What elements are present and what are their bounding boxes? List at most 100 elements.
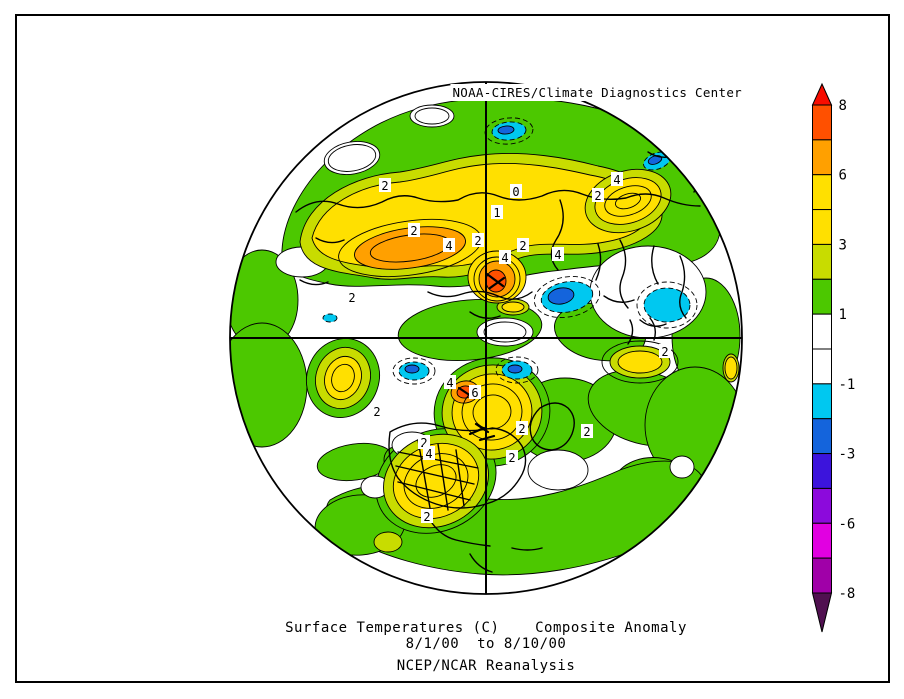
contour-label: 4: [446, 376, 453, 390]
contour-label: 2: [519, 239, 526, 253]
warm-region-rim: [373, 531, 403, 553]
colorbar-band: [812, 487, 832, 524]
contour-label-box: [469, 385, 481, 399]
cool-core: [547, 287, 575, 305]
colorbar-tick-label: 8: [839, 98, 847, 114]
colorbar-band: [812, 383, 832, 420]
contour-label: 4: [445, 239, 452, 253]
contour-label: 2: [518, 422, 525, 436]
warm-core-orange: [354, 226, 466, 270]
contour-label: 1: [493, 206, 500, 220]
colorbar-tick-label: -6: [839, 516, 856, 532]
contour-label-box: [517, 238, 529, 252]
cool-region: [643, 287, 691, 323]
coastline: [595, 239, 687, 327]
contour-ring: [414, 107, 450, 125]
colorbar-tick-label: -8: [839, 586, 856, 602]
warm-region: [617, 350, 663, 374]
map-boundary: [229, 81, 743, 595]
contour-label-box: [472, 233, 484, 247]
colorbar-band: [812, 209, 832, 245]
plot-title: Surface Temperatures (C) Composite Anoma…: [285, 620, 687, 636]
contour-label: 2: [348, 291, 355, 305]
coastline: [388, 422, 527, 509]
coastline: [295, 189, 701, 213]
colorbar: 8 6 3 1 -1 -3 -6 -8: [811, 82, 856, 633]
contour-label: 2: [423, 510, 430, 524]
contour-ring: [461, 383, 523, 441]
colorbar-band: [812, 522, 832, 559]
cool-core: [404, 364, 420, 374]
warm-region: [724, 356, 738, 380]
contour-label: 2: [420, 436, 427, 450]
white-gap: [669, 455, 695, 479]
contour-label-box: [408, 223, 420, 237]
contour-label-box: [443, 238, 455, 252]
colorbar-tick-label: 1: [839, 307, 847, 323]
colorbar-band: [812, 557, 832, 594]
contour-label: 4: [425, 447, 432, 461]
colorbar-band: [812, 453, 832, 489]
contour-label-box: [506, 450, 518, 464]
contour-label-box: [592, 188, 604, 202]
contour-label: 2: [410, 224, 417, 238]
contour-label: 2: [373, 405, 380, 419]
colorbar-tick-label: -1: [839, 377, 856, 393]
colorbar-band: [812, 104, 832, 141]
colorbar-band: [812, 174, 832, 211]
coastline: [427, 290, 533, 319]
contour-label-box: [552, 247, 564, 261]
contour-ring: [473, 256, 521, 302]
colorbar-band: [812, 418, 832, 455]
colorbar-triangle-top: [811, 82, 833, 106]
cool-region: [322, 313, 338, 323]
plot-source: NCEP/NCAR Reanalysis: [396, 658, 576, 674]
contour-label-box: [346, 290, 358, 304]
contour-ring: [483, 321, 527, 343]
contour-ring: [415, 464, 457, 498]
contour-label: 6: [471, 386, 478, 400]
colorbar-tick-label: 6: [839, 168, 847, 184]
contour-label-box: [516, 421, 528, 435]
contour-label-box: [581, 424, 593, 438]
white-gap: [527, 449, 589, 491]
colorbar-band: [812, 313, 832, 350]
colorbar-band: [812, 139, 832, 176]
contour-ring: [392, 357, 436, 385]
contour-ring: [327, 144, 377, 172]
contour-label: 2: [594, 189, 601, 203]
contour-label: 0: [512, 185, 519, 199]
coastline: [395, 439, 479, 511]
warm-region: [501, 301, 525, 313]
contour-ring: [495, 356, 539, 384]
contour-label-box: [611, 172, 623, 186]
colorbar-tick-label: -3: [839, 447, 856, 463]
institution-title: NOAA-CIRES/Climate Diagnostics Center: [450, 84, 744, 101]
contour-ring: [533, 276, 601, 318]
coastline: [550, 199, 564, 271]
contour-label-box: [499, 250, 511, 264]
contour-label: 2: [474, 234, 481, 248]
contour-label-box: [444, 375, 456, 389]
plot-date-range: 8/1/00 to 8/10/00: [405, 636, 567, 652]
contour-label-box: [510, 184, 522, 198]
contour-label: 2: [381, 179, 388, 193]
contour-label: 2: [583, 425, 590, 439]
contour-label: 4: [501, 251, 508, 265]
coastline: [429, 519, 543, 573]
contour-ring: [601, 340, 679, 384]
contour-label-box: [379, 178, 391, 192]
contour-label-box: [371, 404, 383, 418]
colorbar-triangle-bottom: [811, 592, 833, 633]
contour-label: 2: [661, 345, 668, 359]
coastline: [299, 237, 345, 286]
cool-core: [507, 364, 523, 374]
white-gap: [323, 141, 381, 175]
contour-label-box: [659, 344, 671, 358]
contour-label-box: [418, 435, 430, 449]
contour-label-box: [423, 446, 435, 460]
contour-ring: [614, 192, 642, 210]
contour-label: 4: [554, 248, 561, 262]
contour-label-box: [421, 509, 433, 523]
